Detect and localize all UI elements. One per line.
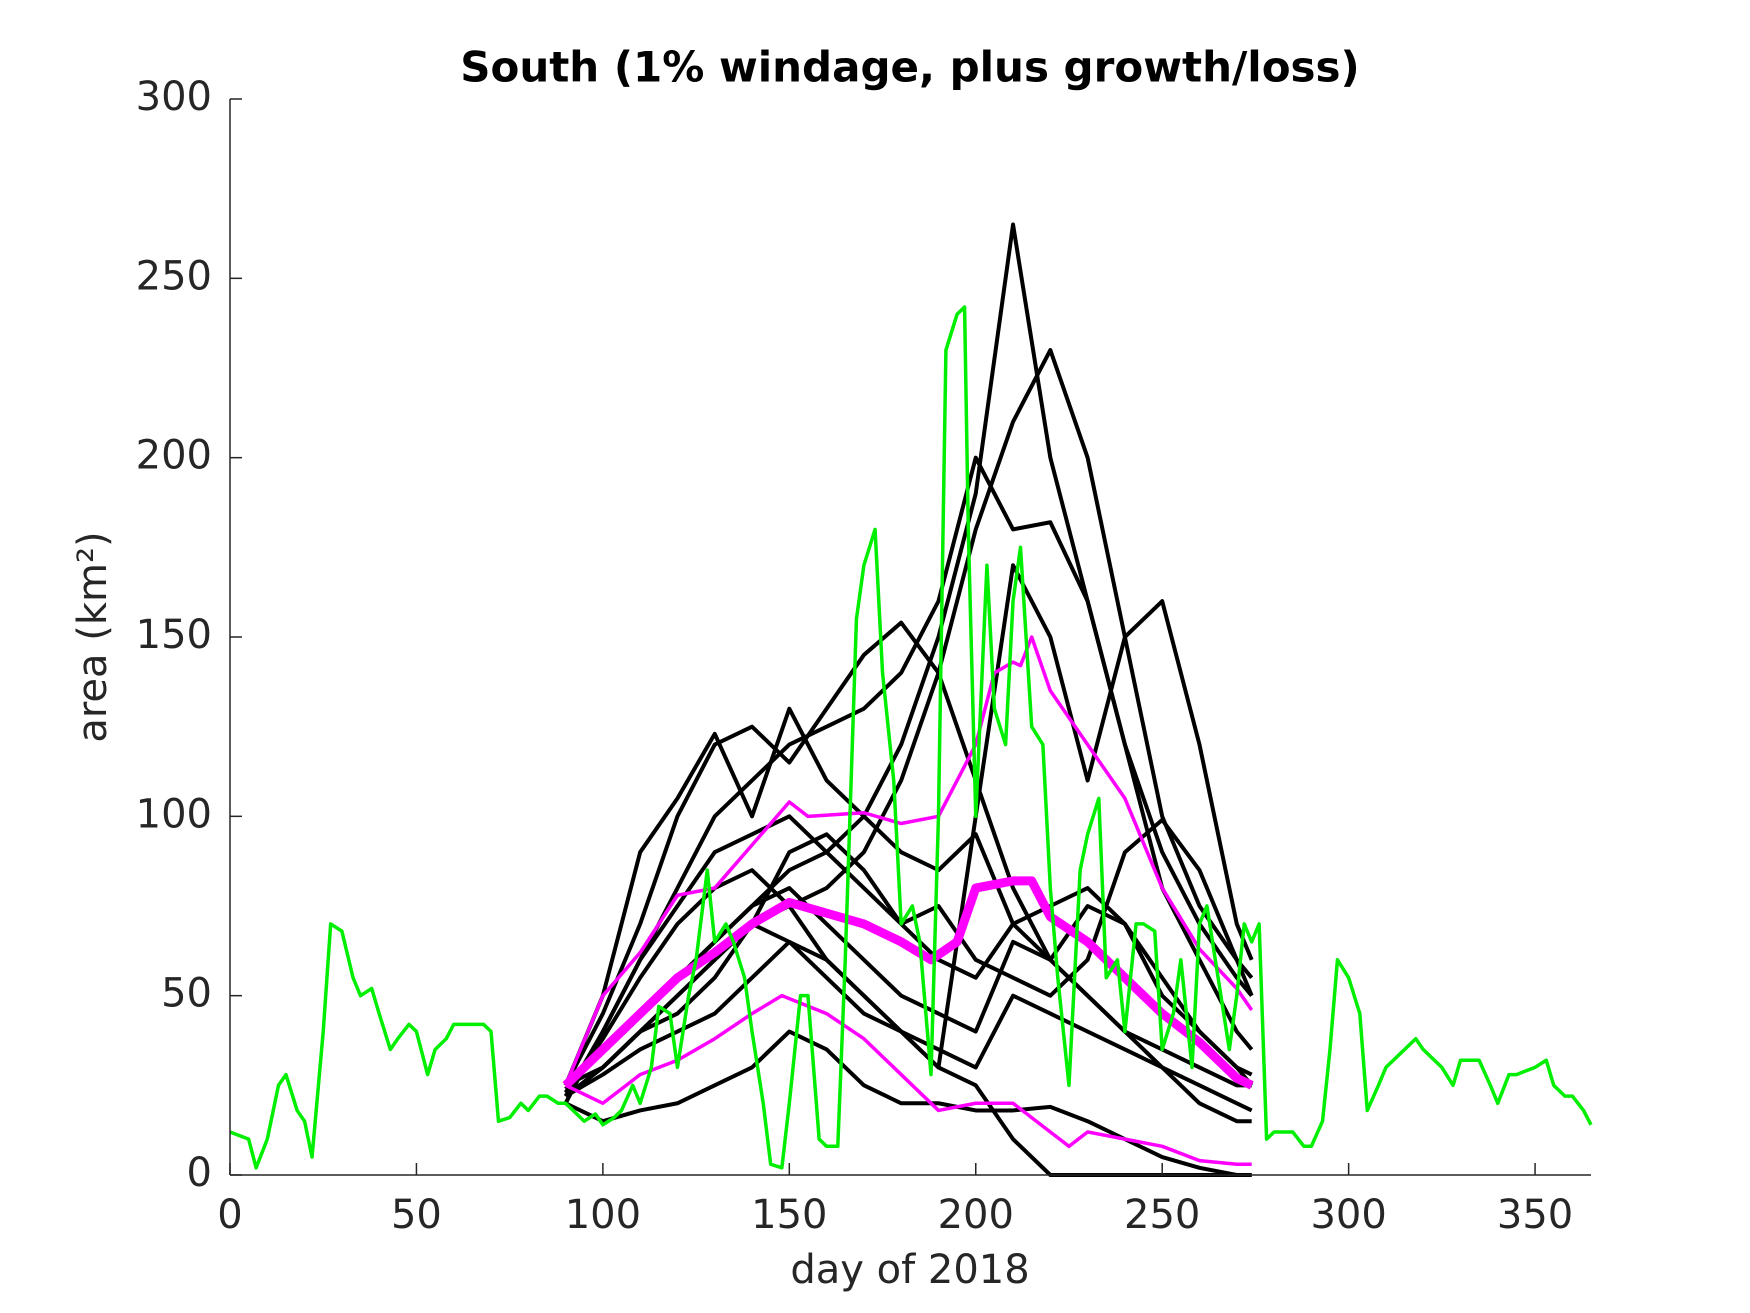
x-axis-label: day of 2018	[790, 1247, 1029, 1293]
chart-title: South (1% windage, plus growth/loss)	[460, 43, 1360, 92]
data-line	[563, 563, 1254, 1094]
x-tick-label: 300	[1310, 1192, 1386, 1238]
data-line	[563, 455, 1254, 1105]
x-tick-label: 350	[1497, 1192, 1573, 1238]
data-line	[564, 993, 1252, 1166]
data-line	[563, 706, 1254, 1087]
data-line	[229, 305, 1593, 1170]
x-tick-label: 250	[1124, 1192, 1200, 1238]
y-tick-label: 100	[136, 791, 212, 837]
x-tick-label: 50	[391, 1192, 442, 1238]
data-line	[563, 814, 1254, 1098]
data-line	[563, 635, 1254, 1087]
y-tick-label: 200	[136, 433, 212, 479]
x-tick-label: 0	[217, 1192, 242, 1238]
y-tick-label: 150	[136, 612, 212, 658]
x-tick-label: 100	[565, 1192, 641, 1238]
y-axis-label: area (km²)	[70, 531, 116, 742]
data-line	[564, 1029, 1252, 1177]
y-tick-label: 0	[187, 1150, 212, 1196]
data-line	[563, 620, 1252, 1088]
y-tick-label: 250	[136, 253, 212, 299]
y-tick-label: 300	[136, 74, 212, 120]
x-tick-label: 150	[751, 1192, 827, 1238]
y-tick-label: 50	[161, 971, 212, 1017]
x-tick-label: 200	[938, 1192, 1014, 1238]
